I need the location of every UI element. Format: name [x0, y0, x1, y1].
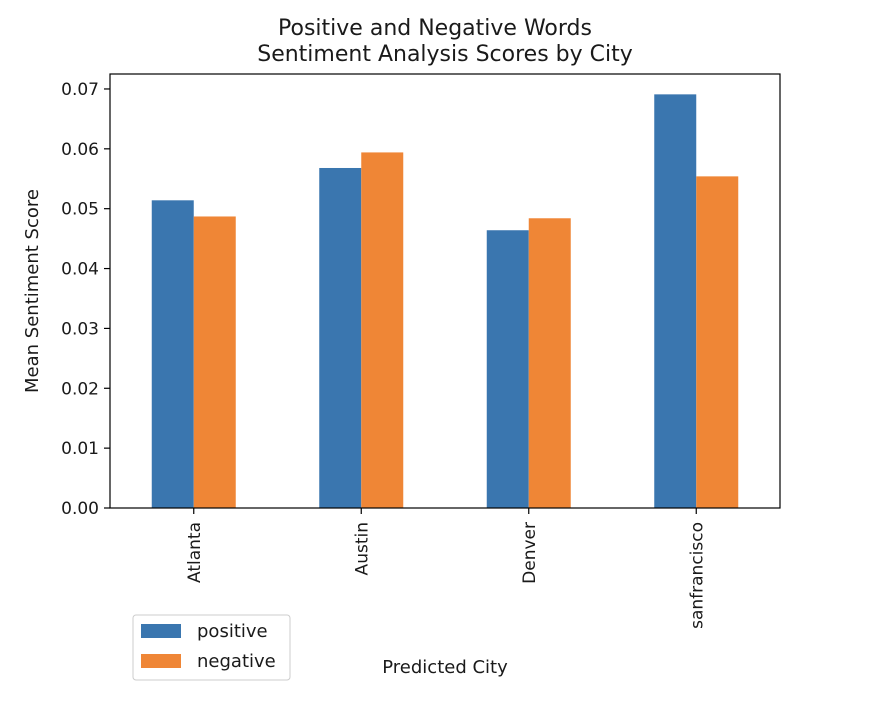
y-tick-label: 0.04	[61, 260, 99, 280]
bar-negative-Austin	[361, 152, 404, 508]
x-tick-label: sanfrancisco	[687, 522, 707, 629]
x-tick-label: Denver	[520, 522, 540, 584]
bars-group	[151, 94, 739, 509]
x-axis-ticks: Atlanta Austin Denver sanfrancisco	[185, 508, 707, 629]
y-tick-label: 0.03	[61, 319, 99, 339]
x-tick-label: Atlanta	[185, 522, 205, 583]
y-axis-label: Mean Sentiment Score	[22, 189, 43, 393]
y-tick-label: 0.00	[61, 499, 99, 519]
y-tick-label: 0.02	[61, 379, 99, 399]
bar-positive-Austin	[319, 167, 362, 508]
legend-label-negative: negative	[197, 651, 276, 672]
y-axis-ticks: 0.00 0.01 0.02 0.03 0.04 0.05 0.06 0.07	[61, 80, 110, 519]
bar-positive-Denver	[486, 230, 529, 509]
plot-area-frame	[109, 73, 781, 509]
bar-negative-Atlanta	[193, 216, 236, 508]
bar-positive-Atlanta	[151, 200, 194, 508]
bar-negative-Denver	[528, 218, 571, 509]
y-tick-label: 0.07	[61, 80, 99, 100]
legend-swatch-negative	[141, 654, 181, 668]
y-tick-label: 0.05	[61, 200, 99, 220]
bar-negative-sanfrancisco	[696, 176, 739, 508]
legend-label-positive: positive	[197, 621, 268, 642]
legend-swatch-positive	[141, 624, 181, 638]
y-tick-label: 0.06	[61, 140, 99, 160]
chart-title-line-1: Positive and Negative Words	[278, 16, 592, 41]
legend: positive negative	[132, 614, 291, 681]
y-tick-label: 0.01	[61, 439, 99, 459]
chart-title-line-2: Sentiment Analysis Scores by City	[257, 42, 633, 67]
x-axis-label: Predicted City	[382, 657, 508, 678]
x-tick-label: Austin	[352, 522, 372, 575]
bar-positive-sanfrancisco	[654, 94, 697, 509]
